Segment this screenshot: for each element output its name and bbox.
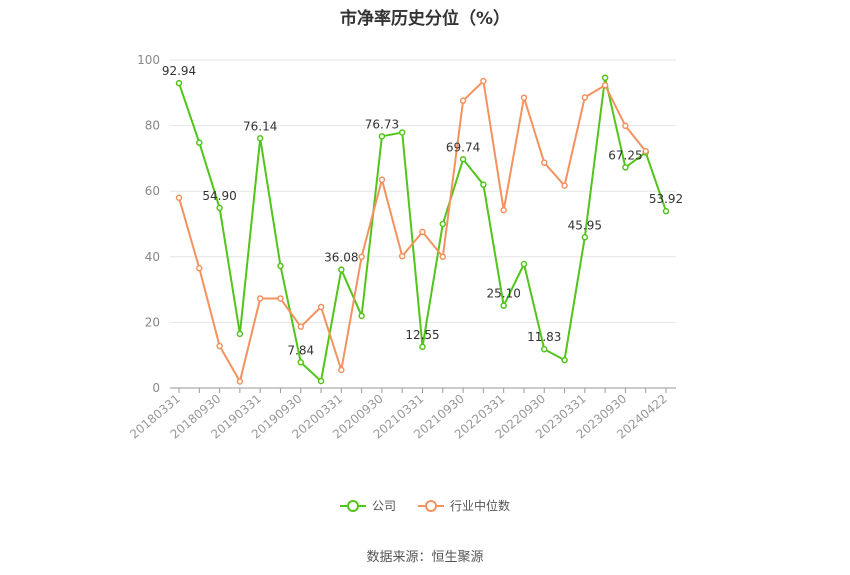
data-point-series-1 xyxy=(581,94,589,101)
data-point-series-1 xyxy=(398,252,406,260)
data-point-series-0 xyxy=(520,260,528,268)
legend-item-industry-median[interactable]: 行业中位数 xyxy=(418,497,510,514)
data-point-series-0 xyxy=(398,129,406,136)
data-point-series-0 xyxy=(175,79,183,87)
series-line-1 xyxy=(178,78,647,385)
data-label: 11.83 xyxy=(527,330,561,344)
y-tick-label: 60 xyxy=(145,184,160,198)
data-point-series-1 xyxy=(541,159,548,166)
data-point-series-1 xyxy=(500,206,507,214)
legend-label-industry-median: 行业中位数 xyxy=(450,499,511,513)
data-point-series-1 xyxy=(358,253,365,261)
data-label: 76.73 xyxy=(365,117,399,131)
data-point-series-0 xyxy=(500,302,507,309)
legend-label-company: 公司 xyxy=(371,499,396,513)
data-point-series-1 xyxy=(459,97,467,104)
y-tick-label: 40 xyxy=(145,250,160,264)
data-point-series-0 xyxy=(196,139,203,146)
y-tick-label: 0 xyxy=(152,381,160,395)
data-point-series-1 xyxy=(439,253,447,261)
legend-marker-company xyxy=(339,499,366,512)
data-point-series-1 xyxy=(317,303,325,311)
data-labels: 92.94 54.90 76.14 7.84 36.08 76.73 12.55 69.74 2… xyxy=(162,64,683,357)
data-point-series-0 xyxy=(358,312,365,320)
y-tick-label: 20 xyxy=(145,315,160,329)
chart-title: 市净率历史分位（%） xyxy=(339,9,511,29)
data-point-series-0 xyxy=(601,74,609,81)
data-point-series-1 xyxy=(419,228,426,236)
data-point-series-1 xyxy=(256,295,264,302)
data-point-series-1 xyxy=(561,182,568,189)
legend-item-company[interactable]: 公司 xyxy=(339,497,396,514)
legend-marker-industry-median xyxy=(418,499,444,512)
series-layer xyxy=(175,74,670,385)
data-point-series-1 xyxy=(277,295,284,302)
data-point-series-0 xyxy=(378,133,386,140)
data-point-series-1 xyxy=(378,176,386,183)
data-point-series-1 xyxy=(642,147,649,155)
data-point-series-1 xyxy=(601,82,609,89)
data-point-series-0 xyxy=(338,266,345,273)
data-point-series-0 xyxy=(541,345,548,353)
data-point-series-1 xyxy=(622,122,629,130)
data-label: 25.10 xyxy=(486,287,520,301)
data-point-series-1 xyxy=(196,265,203,272)
source-note: 数据来源：恒生聚源 xyxy=(366,550,484,565)
data-label: 53.92 xyxy=(649,192,683,206)
data-point-series-0 xyxy=(622,164,629,171)
data-label: 7.84 xyxy=(287,343,314,357)
data-point-series-0 xyxy=(581,234,589,241)
data-point-series-0 xyxy=(439,220,447,228)
data-point-series-0 xyxy=(216,204,223,212)
data-label: 92.94 xyxy=(162,64,196,78)
data-point-series-0 xyxy=(317,377,325,385)
data-point-series-1 xyxy=(216,342,223,350)
data-point-series-1 xyxy=(236,378,244,385)
data-point-series-0 xyxy=(561,356,568,364)
data-point-series-1 xyxy=(338,366,345,374)
data-label: 45.95 xyxy=(568,218,602,232)
data-label: 12.55 xyxy=(405,328,439,342)
data-label: 54.90 xyxy=(202,189,236,203)
data-point-series-0 xyxy=(297,359,304,366)
data-point-series-0 xyxy=(419,343,426,351)
legend: 公司 行业中位数 xyxy=(0,497,850,514)
data-point-series-1 xyxy=(520,94,528,101)
data-point-series-0 xyxy=(236,330,244,338)
y-tick-label: 100 xyxy=(137,53,160,67)
data-point-series-0 xyxy=(662,207,670,215)
data-label: 76.14 xyxy=(243,119,277,133)
data-point-series-1 xyxy=(480,77,487,85)
data-label: 69.74 xyxy=(446,140,480,154)
data-label: 36.08 xyxy=(324,251,358,265)
y-tick-label: 80 xyxy=(145,119,160,133)
axes: 0204060801002018033120180930201903312019… xyxy=(127,53,676,442)
data-point-series-1 xyxy=(175,194,183,202)
data-point-series-0 xyxy=(277,262,284,270)
data-point-series-1 xyxy=(297,323,304,330)
data-label: 67.25 xyxy=(608,148,642,162)
data-point-series-0 xyxy=(480,181,487,188)
data-point-series-0 xyxy=(459,156,467,163)
data-point-series-0 xyxy=(256,135,264,142)
